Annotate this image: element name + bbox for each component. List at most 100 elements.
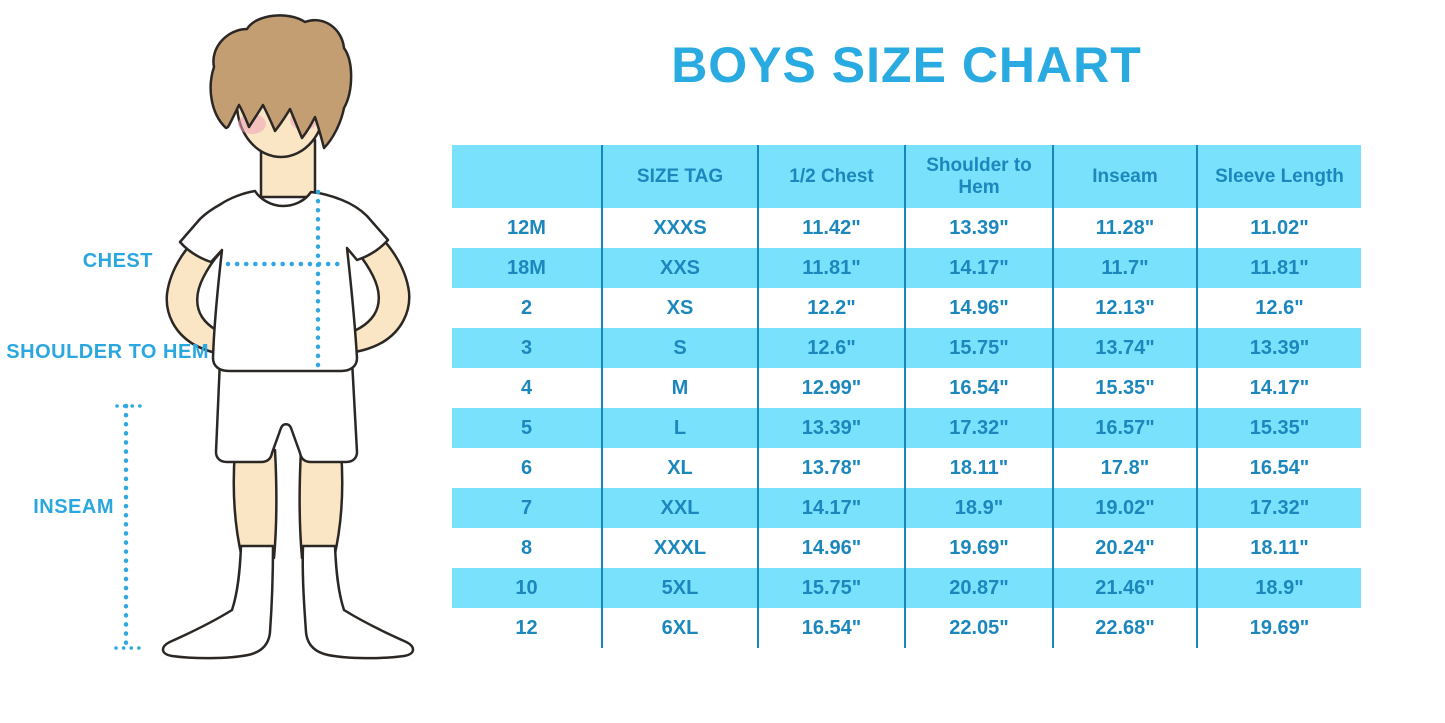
value-cell: 19.02" — [1052, 488, 1196, 528]
table-row: 12 6XL 16.54" 22.05" 22.68" 19.69" — [452, 608, 1361, 648]
value-cell: XXXS — [601, 208, 757, 248]
value-cell: 12.2" — [757, 288, 904, 328]
table-row: 8 XXXL 14.96" 19.69" 20.24" 18.11" — [452, 528, 1361, 568]
table-row: 5 L 13.39" 17.32" 16.57" 15.35" — [452, 408, 1361, 448]
value-cell: 18.11" — [1196, 528, 1361, 568]
value-cell: 22.68" — [1052, 608, 1196, 648]
table-row: 10 5XL 15.75" 20.87" 21.46" 18.9" — [452, 568, 1361, 608]
value-cell: 11.28" — [1052, 208, 1196, 248]
column-header: Shoulder to Hem — [904, 145, 1052, 208]
size-cell: 7 — [520, 496, 533, 519]
value-cell: 11.81" — [1196, 248, 1361, 288]
value-cell: 13.39" — [904, 208, 1052, 248]
value-cell: L — [601, 408, 757, 448]
value-cell: 19.69" — [1196, 608, 1361, 648]
boy-right-sock — [301, 544, 415, 660]
size-cell: 6 — [520, 456, 533, 479]
table-row: 2 XS 12.2" 14.96" 12.13" 12.6" — [452, 288, 1361, 328]
value-cell: 12.6" — [757, 328, 904, 368]
size-cell: 2 — [520, 296, 533, 319]
value-cell: 12.99" — [757, 368, 904, 408]
value-cell: 20.24" — [1052, 528, 1196, 568]
size-cell: 8 — [520, 536, 533, 559]
shoulder-to-hem-label: SHOULDER TO HEM — [6, 341, 209, 363]
value-cell: 18.11" — [904, 448, 1052, 488]
size-cell: 3 — [520, 336, 533, 359]
value-cell: 5XL — [601, 568, 757, 608]
size-cell: 12 — [515, 616, 538, 639]
value-cell: 12.6" — [1196, 288, 1361, 328]
value-cell: S — [601, 328, 757, 368]
size-cell: 5 — [520, 416, 533, 439]
value-cell: 14.17" — [904, 248, 1052, 288]
value-cell: 15.75" — [904, 328, 1052, 368]
value-cell: XXL — [601, 488, 757, 528]
table-row: 4 M 12.99" 16.54" 15.35" 14.17" — [452, 368, 1361, 408]
inseam-label: INSEAM — [33, 496, 114, 518]
boy-shirt — [178, 189, 390, 373]
size-table: SIZE TAG 1/2 Chest Shoulder to Hem Inseam Sl… — [452, 145, 1361, 648]
value-cell: 13.78" — [757, 448, 904, 488]
boy-left-sock — [161, 544, 275, 660]
value-cell: 14.17" — [1196, 368, 1361, 408]
value-cell: 15.35" — [1196, 408, 1361, 448]
value-cell: 16.54" — [904, 368, 1052, 408]
table-row: 3 S 12.6" 15.75" 13.74" 13.39" — [452, 328, 1361, 368]
value-cell: 11.02" — [1196, 208, 1361, 248]
value-cell: 22.05" — [904, 608, 1052, 648]
value-cell: 12.13" — [1052, 288, 1196, 328]
value-cell: 15.75" — [757, 568, 904, 608]
value-cell: 20.87" — [904, 568, 1052, 608]
value-cell: 18.9" — [904, 488, 1052, 528]
boy-shorts — [214, 358, 359, 464]
column-header: SIZE TAG — [601, 145, 757, 208]
size-cell: 4 — [520, 376, 533, 399]
value-cell: XL — [601, 448, 757, 488]
measurement-figure: CHEST SHOULDER TO HEM INSEAM — [0, 0, 450, 723]
value-cell: 17.8" — [1052, 448, 1196, 488]
boy-illustration — [114, 14, 415, 660]
value-cell: 16.54" — [757, 608, 904, 648]
value-cell: 17.32" — [904, 408, 1052, 448]
value-cell: 11.42" — [757, 208, 904, 248]
value-cell: XXS — [601, 248, 757, 288]
boy-hair — [209, 14, 353, 150]
value-cell: XS — [601, 288, 757, 328]
size-cell: 10 — [515, 576, 538, 599]
table-row: 6 XL 13.78" 18.11" 17.8" 16.54" — [452, 448, 1361, 488]
size-cell: 12M — [507, 216, 546, 239]
value-cell: 16.54" — [1196, 448, 1361, 488]
boy-left-leg — [232, 448, 278, 560]
size-column-header — [452, 145, 601, 208]
boy-right-leg — [298, 448, 344, 560]
column-header: Inseam — [1052, 145, 1196, 208]
table-body: 12M XXXS 11.42" 13.39" 11.28" 11.02" 18M XXS 11.… — [452, 208, 1361, 648]
column-header: Sleeve Length — [1196, 145, 1361, 208]
value-cell: 17.32" — [1196, 488, 1361, 528]
value-cell: 11.7" — [1052, 248, 1196, 288]
value-cell: 6XL — [601, 608, 757, 648]
value-cell: 18.9" — [1196, 568, 1361, 608]
table-header-row: SIZE TAG 1/2 Chest Shoulder to Hem Inseam Sl… — [452, 145, 1361, 208]
page-title: BOYS SIZE CHART — [671, 37, 1142, 93]
value-cell: 13.39" — [757, 408, 904, 448]
value-cell: 14.17" — [757, 488, 904, 528]
table-row: 7 XXL 14.17" 18.9" 19.02" 17.32" — [452, 488, 1361, 528]
table-row: 18M XXS 11.81" 14.17" 11.7" 11.81" — [452, 248, 1361, 288]
value-cell: 11.81" — [757, 248, 904, 288]
value-cell: 14.96" — [757, 528, 904, 568]
chest-label: CHEST — [82, 250, 153, 272]
size-cell: 18M — [507, 256, 546, 279]
value-cell: 19.69" — [904, 528, 1052, 568]
value-cell: 21.46" — [1052, 568, 1196, 608]
table-row: 12M XXXS 11.42" 13.39" 11.28" 11.02" — [452, 208, 1361, 248]
value-cell: 14.96" — [904, 288, 1052, 328]
column-header: 1/2 Chest — [757, 145, 904, 208]
value-cell: 15.35" — [1052, 368, 1196, 408]
value-cell: M — [601, 368, 757, 408]
value-cell: 16.57" — [1052, 408, 1196, 448]
value-cell: 13.39" — [1196, 328, 1361, 368]
value-cell: 13.74" — [1052, 328, 1196, 368]
value-cell: XXXL — [601, 528, 757, 568]
